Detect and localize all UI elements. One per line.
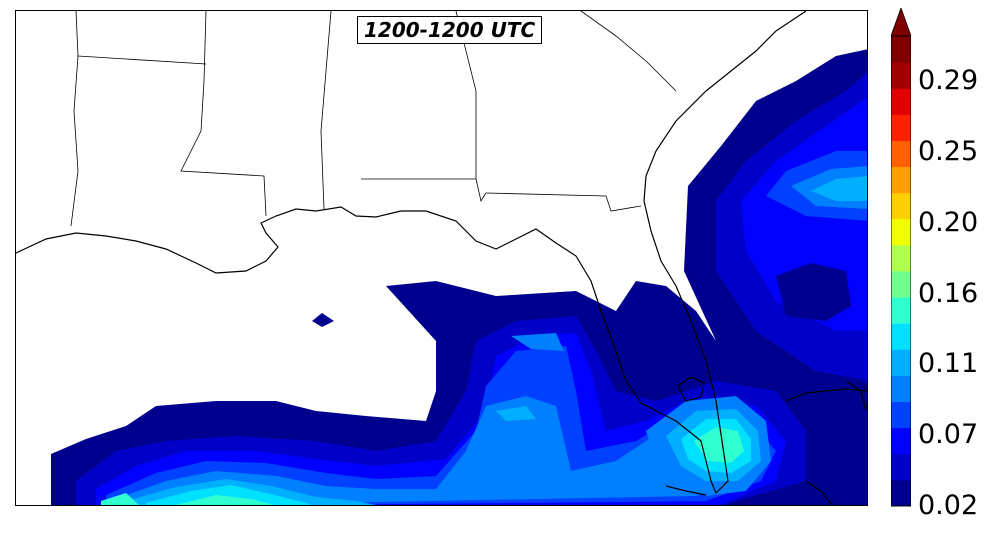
- contour-blob: [312, 313, 334, 327]
- colorbar-band: [891, 453, 911, 481]
- colorbar-band: [891, 192, 911, 220]
- contour-gulf-mid2: [496, 406, 536, 421]
- contour-gulf-mid: [511, 333, 564, 351]
- bahamas-1: [845, 380, 867, 412]
- colorbar-tick-label: 0.25: [918, 136, 979, 167]
- colorbar-band: [891, 349, 911, 376]
- border-tx-la: [70, 11, 79, 227]
- colorbar-extend-arrow: [891, 8, 911, 37]
- cuba-coast: [785, 388, 867, 402]
- colorbar-band: [891, 166, 911, 194]
- border-ga-fl: [485, 192, 642, 212]
- colorbar-band: [891, 244, 911, 272]
- colorbar-band: [891, 401, 911, 429]
- colorbar: [891, 8, 911, 507]
- gulf-coast: [16, 11, 807, 495]
- colorbar-band: [891, 271, 911, 298]
- contour-atlantic-6: [811, 176, 867, 201]
- border-la-ms: [180, 11, 267, 217]
- colorbar-band: [891, 323, 911, 350]
- colorbar-band: [891, 375, 911, 403]
- map-canvas: [16, 11, 867, 505]
- bahamas-2: [805, 480, 834, 505]
- colorbar-band: [891, 114, 911, 141]
- coastlines: [16, 11, 867, 505]
- colorbar-tick-label: 0.29: [918, 65, 979, 96]
- lake-okeechobee: [677, 376, 705, 402]
- colorbar-band: [891, 36, 911, 63]
- colorbar-tick-label: 0.07: [918, 419, 979, 450]
- contour-fl-4: [694, 427, 744, 463]
- border-ar-la: [77, 55, 207, 65]
- colorbar-band: [891, 297, 911, 324]
- colorbar-tick-label: 0.02: [918, 490, 979, 521]
- colorbar-band: [891, 218, 911, 246]
- contour-gulf-9: [101, 493, 139, 505]
- colorbar-band: [891, 427, 911, 455]
- contour-fill: [51, 49, 867, 505]
- border-ms-al: [320, 11, 332, 210]
- colorbar-band: [891, 62, 911, 89]
- border-al-fl: [361, 178, 487, 203]
- colorbar-band: [891, 479, 911, 507]
- colorbar-frame: [891, 35, 911, 507]
- colorbar-tick-label: 0.11: [918, 348, 979, 379]
- colorbar-band: [891, 140, 911, 168]
- colorbar-tick-label: 0.20: [918, 207, 979, 238]
- map-title: 1200-1200 UTC: [357, 16, 543, 44]
- contour-gulf-8: [176, 495, 274, 505]
- colorbar-tick-label: 0.16: [918, 278, 979, 309]
- colorbar-band: [891, 88, 911, 115]
- colorbar-bands: [891, 36, 911, 507]
- map-panel: 1200-1200 UTC: [15, 10, 868, 506]
- border-ga-sc: [580, 11, 677, 92]
- keys: [665, 485, 707, 496]
- contour-atlantic-low: [776, 263, 851, 321]
- contour-gulf-7: [146, 485, 311, 505]
- contour-gulf-5: [116, 396, 761, 505]
